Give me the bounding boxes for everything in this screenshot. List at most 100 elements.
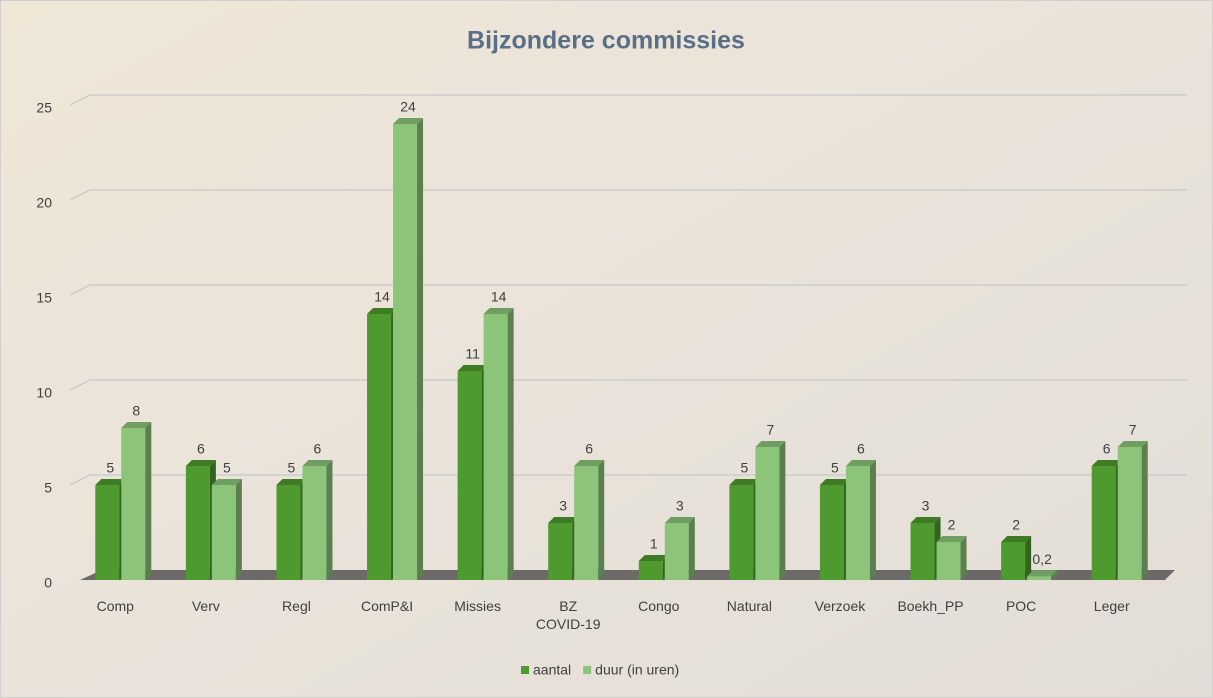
bar <box>367 314 392 580</box>
bar-group <box>1117 441 1148 580</box>
bar <box>393 124 418 580</box>
x-tick-label: Regl <box>282 598 311 614</box>
x-tick-label-box: Comp <box>96 598 134 614</box>
x-tick-label-box: Missies <box>454 598 501 614</box>
bar <box>276 485 301 580</box>
bar-top <box>393 118 424 124</box>
bar <box>1117 447 1142 580</box>
bar-side <box>326 460 333 580</box>
bar-group <box>638 555 669 580</box>
data-label: 8 <box>132 403 140 419</box>
x-tick-label-box: ComP&I <box>361 598 413 614</box>
y-tick-label: 25 <box>36 100 52 116</box>
bar <box>755 447 780 580</box>
x-tick-label: Verv <box>191 598 220 614</box>
x-tick-label: Boekh_PP <box>897 598 964 614</box>
x-tick-label-box: Boekh_PP <box>897 598 964 614</box>
y-tick-label: 5 <box>44 480 52 496</box>
x-tick-label: Comp <box>96 598 134 614</box>
bar-group <box>1027 570 1058 580</box>
x-tick-label: POC <box>1005 598 1037 614</box>
bar-top <box>1117 441 1148 447</box>
bar <box>483 314 508 580</box>
bar <box>574 466 599 580</box>
legend-label: duur (in uren) <box>595 662 679 678</box>
bar-top <box>483 308 514 314</box>
bar-side <box>1141 441 1148 580</box>
data-label: 5 <box>106 460 114 476</box>
bar-group <box>483 308 514 580</box>
x-tick-label-box: Verzoek <box>814 598 866 614</box>
bar-top <box>936 536 967 542</box>
data-label: 2 <box>948 517 956 533</box>
x-tick-label: Verzoek <box>814 598 866 614</box>
data-label: 7 <box>1129 422 1137 438</box>
bar-top <box>548 517 579 523</box>
data-label: 11 <box>465 346 480 362</box>
bar-top <box>121 422 152 428</box>
bar-side <box>960 536 967 580</box>
x-tick-label-box: BZ COVID-19 <box>536 598 601 632</box>
bar <box>936 542 961 580</box>
data-label: 2 <box>1012 517 1020 533</box>
y-tick-label: 20 <box>36 195 52 211</box>
x-tick-label-box: Regl <box>282 598 311 614</box>
data-label: 5 <box>288 460 296 476</box>
grid-line <box>69 284 1187 296</box>
bar-top <box>845 460 876 466</box>
bar <box>910 523 935 580</box>
data-label: 0,2 <box>1032 551 1052 567</box>
bar <box>638 561 663 580</box>
bar-side <box>145 422 152 580</box>
y-tick-label: 10 <box>36 385 52 401</box>
bar-top <box>211 479 242 485</box>
bar-group <box>302 460 333 580</box>
bar-top <box>276 479 307 485</box>
x-tick-label-box: Verv <box>191 598 220 614</box>
bar-side <box>598 460 605 580</box>
bar-top <box>819 479 850 485</box>
bar-group <box>755 441 786 580</box>
bar-group <box>1001 536 1032 580</box>
bar-group <box>936 536 967 580</box>
bar-group <box>185 460 216 580</box>
bar-group <box>819 479 850 580</box>
bar-group <box>574 460 605 580</box>
data-label: 6 <box>1103 441 1111 457</box>
bar-side <box>869 460 876 580</box>
bar-group <box>457 365 488 580</box>
x-tick-label-box: Leger <box>1093 598 1130 614</box>
grid-line <box>69 189 1187 201</box>
bar-group <box>121 422 152 580</box>
bar-side <box>1025 536 1032 580</box>
grid-line <box>69 379 1187 391</box>
data-label: 14 <box>374 289 390 305</box>
data-label: 3 <box>559 498 567 514</box>
grid-line <box>69 94 1187 106</box>
x-tick-label: Leger <box>1093 598 1130 614</box>
bar <box>729 485 754 580</box>
bar-group <box>729 479 760 580</box>
bar-side <box>779 441 786 580</box>
bar-top <box>574 460 605 466</box>
bar-top <box>638 555 669 561</box>
data-label: 5 <box>831 460 839 476</box>
data-label: 24 <box>400 99 416 115</box>
data-label: 3 <box>922 498 930 514</box>
bar-top <box>302 460 333 466</box>
floor <box>80 570 1175 580</box>
bar-top <box>185 460 216 466</box>
bar <box>845 466 870 580</box>
legend-swatch <box>521 666 529 674</box>
y-tick-label: 0 <box>44 575 52 591</box>
bar-top <box>755 441 786 447</box>
data-label: 3 <box>676 498 684 514</box>
legend-label: aantal <box>533 662 571 678</box>
chart-title: Bijzondere commissies <box>467 27 745 55</box>
bar-group <box>367 308 398 580</box>
bar-group <box>211 479 242 580</box>
bar-group <box>393 118 424 580</box>
bar <box>819 485 844 580</box>
